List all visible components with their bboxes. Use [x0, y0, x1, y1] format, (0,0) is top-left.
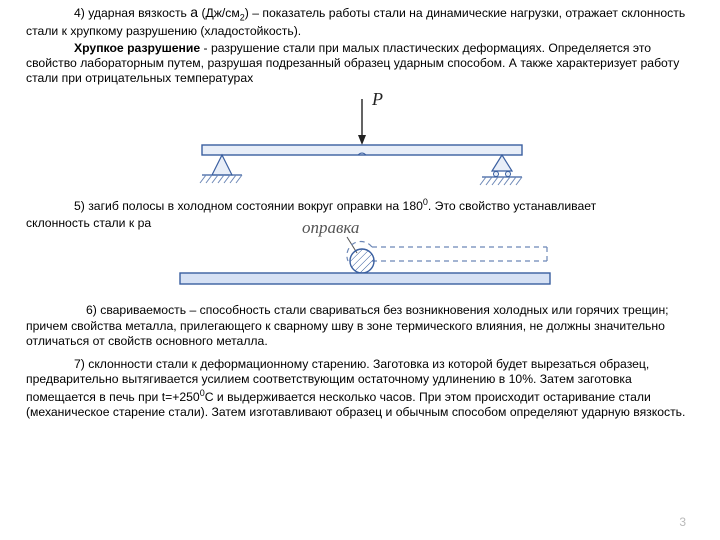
roller-1 [494, 171, 499, 176]
para-5-line1: 5) загиб полосы в холодном состоянии вок… [26, 197, 698, 214]
page: 4) ударная вязкость а (Дж/см2) – показат… [0, 0, 720, 540]
label-P: P [371, 91, 383, 109]
bottom-strip [180, 273, 550, 284]
para-7: 7) склонности стали к деформационному ст… [26, 357, 698, 420]
figure-beam-load: P [162, 91, 562, 191]
var-a: а [190, 4, 198, 20]
text: . Это свойство устанавливает [428, 199, 596, 213]
bold-term: Хрупкое разрушение [74, 41, 200, 55]
figure-bend-mandrel: оправка [152, 219, 572, 297]
bent-dashed [347, 242, 547, 262]
hatch-left [200, 175, 242, 183]
para-fragile: Хрупкое разрушение - разрушение стали пр… [26, 41, 698, 87]
text: (Дж/см [198, 6, 240, 20]
support-right [492, 155, 512, 171]
page-number: 3 [679, 515, 686, 530]
load-arrow-head [358, 135, 366, 145]
para-6: 6) свариваемость – способность стали сва… [26, 303, 698, 349]
hatch-right [480, 177, 522, 185]
text: 4) ударная вязкость [74, 6, 190, 20]
mandrel-circle [350, 249, 374, 273]
para-4: 4) ударная вязкость а (Дж/см2) – показат… [26, 4, 698, 39]
label-mandrel: оправка [302, 219, 359, 237]
roller-2 [506, 171, 511, 176]
text: 5) загиб полосы в холодном состоянии вок… [74, 199, 423, 213]
support-left [212, 155, 232, 175]
